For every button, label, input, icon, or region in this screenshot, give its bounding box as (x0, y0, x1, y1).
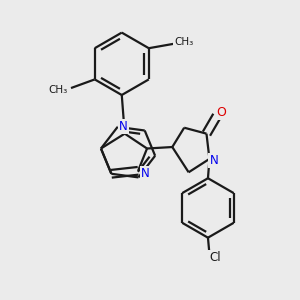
Text: N: N (119, 120, 128, 133)
Text: CH₃: CH₃ (174, 37, 194, 47)
Text: N: N (209, 154, 218, 167)
Text: Cl: Cl (210, 251, 221, 264)
Text: CH₃: CH₃ (48, 85, 67, 94)
Text: O: O (216, 106, 226, 119)
Text: N: N (141, 167, 150, 180)
